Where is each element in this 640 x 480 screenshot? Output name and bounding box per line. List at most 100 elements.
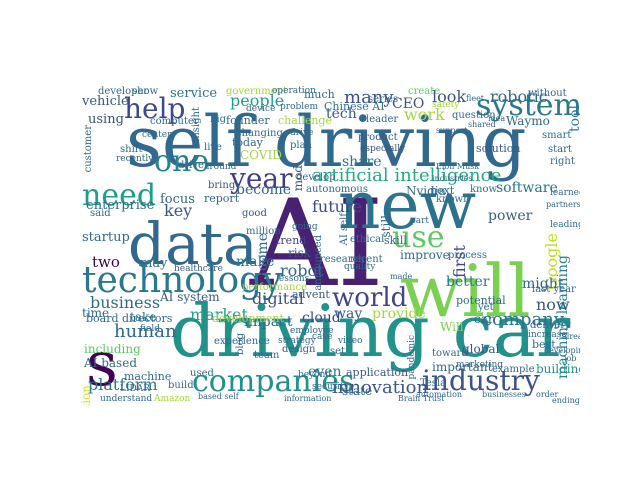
cloud-word: digital [252,289,304,308]
cloud-word: series [368,94,399,105]
cloud-word: two [92,253,120,271]
cloud-word: Tesla [420,378,447,389]
cloud-word: driving car [170,289,571,373]
cloud-word: company [482,309,565,330]
cloud-word: AI based [84,356,137,370]
cloud-word: industry [422,364,540,397]
cloud-word: machine [124,370,172,383]
cloud-word: example [492,364,535,375]
cloud-word: service [170,86,218,101]
cloud-word: Chinese AI [324,100,385,113]
cloud-word: know [470,184,498,195]
cloud-word: performance [242,282,308,293]
cloud-word: today [232,136,263,149]
cloud-word: including [84,342,141,356]
cloud-word: share [342,154,382,170]
cloud-word: application [346,366,409,379]
cloud-word: center [142,130,172,140]
cloud-word: better [446,274,490,290]
cloud-word: look [432,87,467,106]
cloud-word: development [212,312,284,325]
cloud-word: plan [290,140,313,151]
cloud-word: toward [432,348,468,359]
cloud-word: self driving [126,101,527,183]
cloud-word: innovation [332,377,429,398]
cloud-word: fleet [466,94,485,103]
cloud-word: many [344,87,394,108]
cloud-word: Nvidia [406,184,446,198]
cloud-word: Will [440,320,464,334]
cloud-word: experience [214,336,270,347]
cloud-word: new [338,167,477,244]
cloud-word: take [130,310,157,324]
cloud-word: AI [250,175,385,314]
cloud-word: developer [98,86,149,97]
cloud-word: may [140,256,168,271]
cloud-word: data [128,210,258,278]
cloud-word: leader [366,114,399,125]
cloud-word: ethical [350,234,385,245]
cloud-word: people [230,91,285,110]
cloud-word: come [255,233,271,271]
cloud-word: now [536,295,570,314]
cloud-word: use [392,220,445,255]
cloud-word: million [246,226,281,237]
cloud-word: future [312,197,363,216]
cloud-word: need [82,178,157,213]
cloud-word: tech [326,106,357,122]
cloud-word: information [284,394,332,403]
cloud-word: global [462,342,500,356]
cloud-word: recent [350,254,383,265]
cloud-word: healthcare [174,264,223,274]
cloud-word: automation [416,390,463,399]
cloud-word: device [246,104,276,114]
cloud-word: pandemic [407,335,417,380]
cloud-word: board directors [86,312,173,325]
cloud-word: ending [552,396,580,405]
cloud-word: enterprise [86,198,155,213]
cloud-word: order [536,390,559,399]
cloud-word: cloud [302,310,341,326]
cloud-word: founder [226,114,270,127]
cloud-word: provide [372,306,426,322]
cloud-word: set [330,346,346,357]
cloud-word: CEO [392,96,425,112]
cloud-word: become [236,182,292,198]
cloud-word: AI self [339,213,350,246]
cloud-word: way [334,306,363,322]
cloud-word: problem [280,102,318,112]
cloud-word: learned [550,188,580,198]
cloud-word: organization [80,385,93,405]
cloud-word: shared [468,120,496,129]
cloud-word: safety [432,100,460,110]
cloud-word: yet [478,302,494,313]
cloud-word: especially [360,144,406,154]
cloud-word: advent [292,288,330,301]
cloud-word: developing [544,346,580,355]
cloud-word: skill [384,234,407,247]
cloud-word: show [132,86,159,97]
cloud-word: lessons [276,274,310,284]
cloud-word: start [548,144,572,155]
cloud-word: world [332,283,408,313]
cloud-word: bring [208,180,236,191]
cloud-word: develop [296,172,336,183]
cloud-word: government [226,86,288,97]
cloud-word: market [190,305,248,324]
cloud-word: design [282,344,316,355]
cloud-word: going [292,222,318,232]
cloud-word: question [452,110,496,121]
cloud-word: last year [532,284,576,295]
cloud-word: computer [150,116,199,127]
cloud-word: platform [88,375,158,394]
cloud-word: startup [82,230,130,245]
cloud-word: will [400,249,531,333]
cloud-word: focus [160,192,195,207]
cloud-word: employee [290,326,334,336]
cloud-word: vehicle [82,94,129,109]
cloud-word: Amazon [154,394,191,404]
cloud-word: support [436,126,468,135]
cloud-word: state [342,384,373,398]
cloud-word: time [82,306,110,320]
cloud-word: blog [235,333,246,356]
